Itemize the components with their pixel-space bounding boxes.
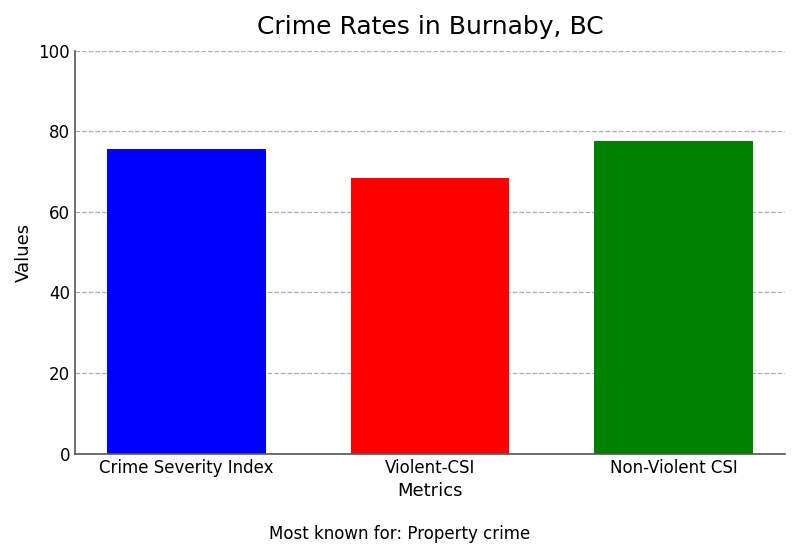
Text: Most known for: Property crime: Most known for: Property crime	[270, 524, 530, 543]
X-axis label: Metrics: Metrics	[398, 482, 462, 500]
Bar	[107, 150, 266, 454]
Title: Crime Rates in Burnaby, BC: Crime Rates in Burnaby, BC	[257, 15, 603, 39]
Bar	[351, 178, 509, 454]
Y-axis label: Values: Values	[15, 222, 33, 282]
Bar	[594, 141, 753, 454]
